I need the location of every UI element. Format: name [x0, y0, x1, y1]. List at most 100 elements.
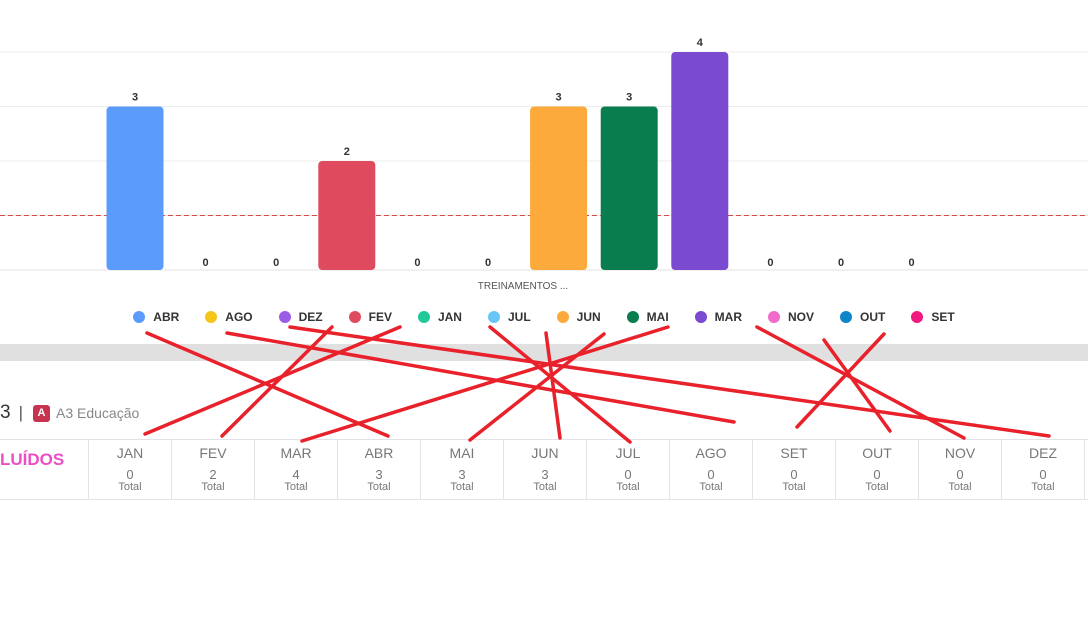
month-name: JUN [531, 445, 559, 461]
value-label-fev: 2 [344, 146, 350, 158]
month-total-label: Total [118, 481, 142, 493]
month-cell-ago: AGO 0 Total [669, 440, 752, 499]
brand-name: A3 Educação [56, 405, 140, 421]
legend-label: JUL [507, 310, 531, 324]
month-cell-fev: FEV 2 Total [171, 440, 254, 499]
month-total-value: 0 [624, 467, 632, 482]
bars [106, 52, 729, 271]
legend-label: MAI [646, 310, 669, 324]
row-title: LUÍDOS [0, 450, 65, 469]
month-total-value: 3 [375, 467, 383, 482]
legend-label: JAN [437, 310, 462, 324]
legend-item-jan[interactable]: JAN [417, 310, 462, 324]
month-total-label: Total [699, 481, 723, 493]
legend-dot [205, 311, 218, 323]
value-label-dez: 0 [273, 257, 279, 269]
value-label-jul: 0 [485, 257, 491, 269]
legend-label: JUN [576, 310, 601, 324]
month-total-value: 0 [873, 467, 881, 482]
legend-dot [133, 311, 146, 323]
legend-dot [556, 311, 569, 323]
bar-jun[interactable] [530, 106, 588, 271]
legend-item-dez[interactable]: DEZ [278, 310, 323, 324]
month-name: JAN [116, 445, 144, 461]
legend-item-out[interactable]: OUT [840, 310, 885, 324]
legend-item-set[interactable]: SET [911, 310, 955, 324]
brand-row: 3 | A A3 Educação [0, 402, 139, 424]
month-total-value: 0 [1039, 467, 1047, 482]
month-total-label: Total [201, 481, 225, 493]
month-cell-set: SET 0 Total [752, 440, 835, 499]
legend-dot [278, 311, 291, 323]
month-total-value: 3 [458, 467, 466, 482]
month-total-label: Total [865, 481, 889, 493]
month-name: MAI [449, 445, 475, 461]
legend-item-jun[interactable]: JUN [556, 310, 601, 324]
legend-item-ago[interactable]: AGO [205, 310, 253, 324]
legend-item-mar[interactable]: MAR [694, 310, 742, 324]
month-total-label: Total [616, 481, 640, 493]
brand-logo-badge: A [33, 404, 50, 422]
brand-separator: | [18, 403, 23, 422]
month-total-value: 4 [292, 467, 300, 482]
legend-label: MAR [714, 310, 742, 324]
bar-mar[interactable] [671, 52, 729, 270]
bar-mai[interactable] [600, 106, 658, 271]
legend-label: ABR [153, 310, 180, 324]
month-cell-jul: JUL 0 Total [586, 440, 669, 499]
value-label-mai: 3 [626, 92, 632, 104]
chart-legend: ABR AGO DEZ FEV JAN JUL JUN MAI MAR NOV OUT SET [0, 306, 1088, 328]
legend-dot [768, 311, 780, 323]
month-cell-nov: NOV 0 Total [918, 440, 1001, 499]
legend-dot [348, 311, 361, 323]
month-name: JUL [615, 445, 641, 461]
section-divider-band [0, 344, 1088, 361]
month-total-value: 3 [541, 467, 549, 482]
month-total-value: 0 [790, 467, 798, 482]
value-label-nov: 0 [767, 257, 773, 269]
legend-label: NOV [788, 310, 815, 324]
value-label-ago: 0 [203, 257, 209, 269]
legend-item-fev[interactable]: FEV [348, 310, 392, 324]
month-name: FEV [199, 445, 227, 461]
month-total-label: Total [450, 481, 474, 493]
value-label-set: 0 [909, 257, 915, 269]
legend-dot [694, 311, 707, 323]
bar-fev[interactable] [318, 161, 376, 270]
month-total-label: Total [367, 481, 391, 493]
bar-chart: 3 0 0 2 0 0 3 3 4 0 0 0 TREINAMENTOS ... [0, 37, 1088, 292]
month-total-label: Total [782, 481, 806, 493]
month-total-value: 0 [707, 467, 715, 482]
legend-label: DEZ [298, 310, 323, 324]
value-labels: 3 0 0 2 0 0 3 3 4 0 0 0 [132, 37, 915, 269]
month-total-label: Total [1031, 481, 1055, 493]
legend-item-mai[interactable]: MAI [626, 310, 669, 324]
legend-label: OUT [860, 310, 886, 324]
legend-item-jul[interactable]: JUL [487, 310, 531, 324]
monthly-summary-table: LUÍDOS JAN 0 Total FEV 2 Total MAR 4 Total ABR 3 To… [0, 439, 1088, 500]
value-label-out: 0 [838, 257, 844, 269]
month-cell-dez: DEZ 0 Total [1001, 440, 1084, 499]
month-name: MAR [280, 445, 312, 461]
legend-item-abr[interactable]: ABR [133, 310, 179, 324]
value-label-abr: 3 [132, 92, 138, 104]
legend-label: AGO [225, 310, 253, 324]
legend-item-nov[interactable]: NOV [768, 310, 814, 324]
month-cell-mar: MAR 4 Total [254, 440, 337, 499]
legend-dot [417, 311, 430, 323]
legend-dot [840, 311, 853, 323]
value-label-mar: 4 [697, 37, 704, 49]
month-cell-abr: ABR 3 Total [337, 440, 420, 499]
legend-dot [626, 311, 639, 323]
month-name: AGO [695, 445, 727, 461]
x-axis-title: TREINAMENTOS ... [478, 281, 568, 292]
month-total-label: Total [284, 481, 308, 493]
table-edge [1084, 440, 1088, 499]
bar-abr[interactable] [106, 106, 164, 271]
month-total-value: 0 [126, 467, 134, 482]
legend-dot [487, 311, 500, 323]
month-total-label: Total [948, 481, 972, 493]
month-cell-out: OUT 0 Total [835, 440, 918, 499]
month-cell-mai: MAI 3 Total [420, 440, 503, 499]
month-total-value: 0 [956, 467, 964, 482]
